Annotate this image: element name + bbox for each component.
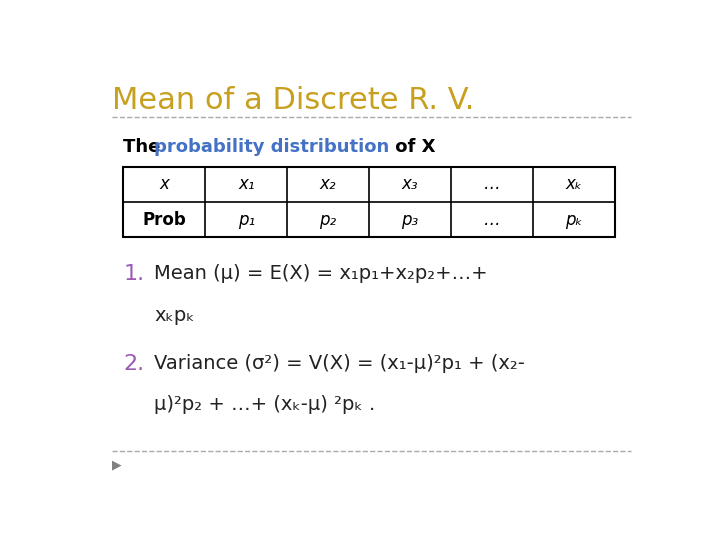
Text: Mean of a Discrete R. V.: Mean of a Discrete R. V. — [112, 85, 474, 114]
Text: x₁: x₁ — [238, 176, 254, 193]
Text: 2.: 2. — [124, 354, 145, 374]
Text: p₂: p₂ — [320, 211, 337, 228]
Text: Mean (μ) = E(X) = x₁p₁+x₂p₂+…+: Mean (μ) = E(X) = x₁p₁+x₂p₂+…+ — [154, 265, 487, 284]
Bar — [124, 167, 615, 238]
Text: The: The — [124, 138, 167, 156]
Text: xₖ: xₖ — [565, 176, 582, 193]
Text: …: … — [483, 176, 500, 193]
Text: p₃: p₃ — [401, 211, 418, 228]
Text: probability distribution: probability distribution — [153, 138, 389, 156]
Text: p₁: p₁ — [238, 211, 255, 228]
Text: x₃: x₃ — [402, 176, 418, 193]
Text: …: … — [483, 211, 500, 228]
Text: Variance (σ²) = V(X) = (x₁-μ)²p₁ + (x₂-: Variance (σ²) = V(X) = (x₁-μ)²p₁ + (x₂- — [154, 354, 525, 373]
Text: ▶: ▶ — [112, 458, 122, 471]
Text: xₖpₖ: xₖpₖ — [154, 306, 195, 325]
Text: x: x — [159, 176, 169, 193]
Text: of X: of X — [389, 138, 435, 156]
Text: μ)²p₂ + …+ (xₖ-μ) ²pₖ .: μ)²p₂ + …+ (xₖ-μ) ²pₖ . — [154, 395, 375, 414]
Text: x₂: x₂ — [320, 176, 336, 193]
Text: Prob: Prob — [143, 211, 186, 228]
Text: 1.: 1. — [124, 265, 145, 285]
Text: pₖ: pₖ — [564, 211, 582, 228]
